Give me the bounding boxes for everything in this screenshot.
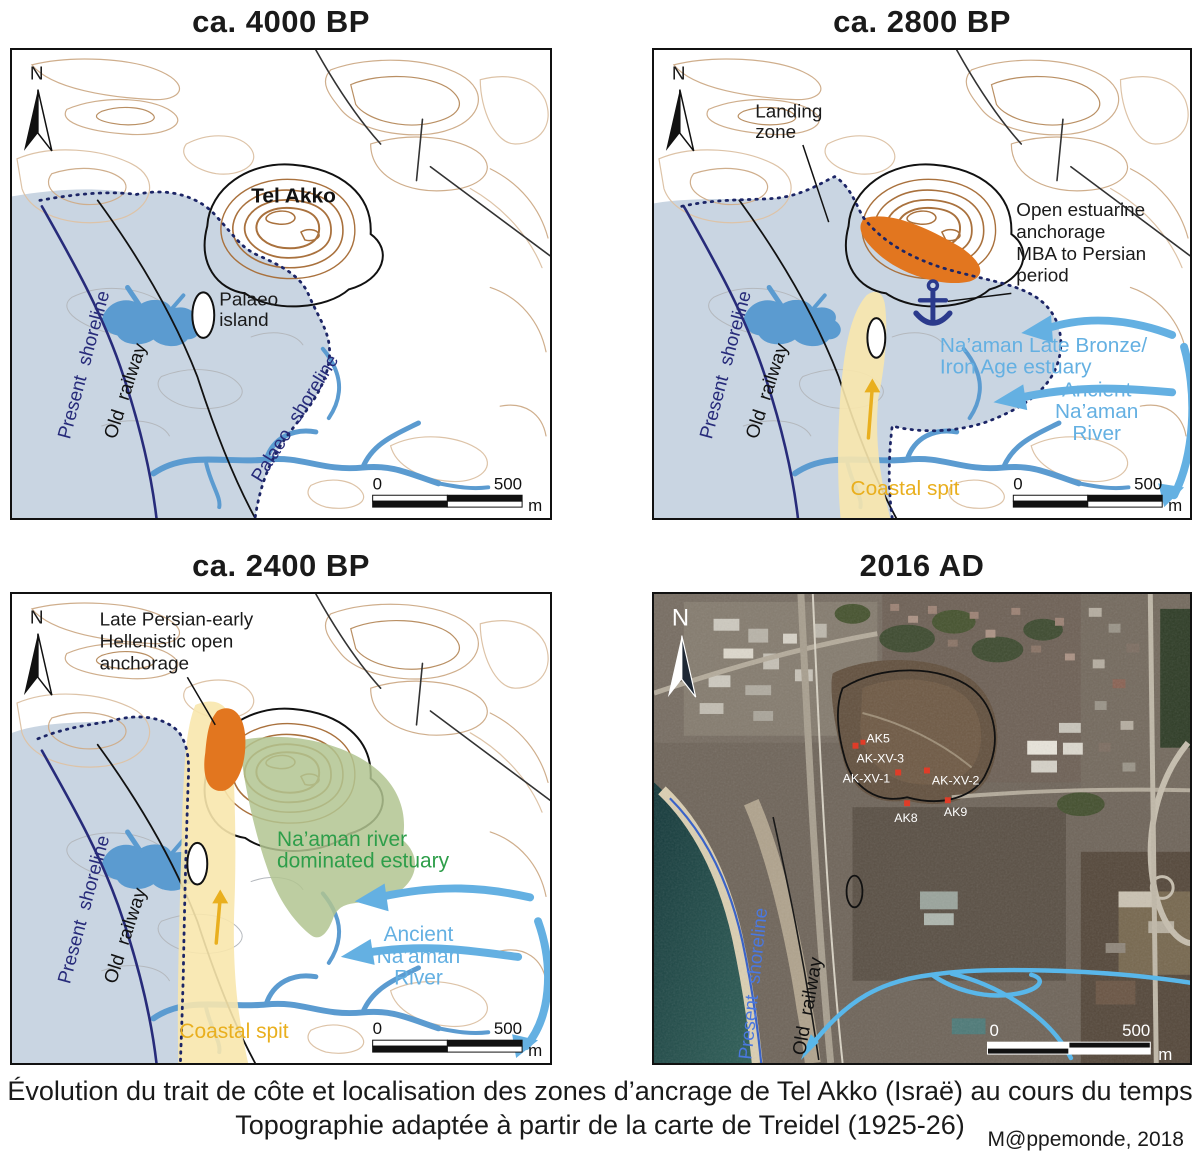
scale-zero: 0	[989, 1021, 998, 1040]
estuary-label-1: Na’aman Late Bronze/	[940, 334, 1147, 357]
leader-line	[186, 676, 216, 726]
map-panel-2400bp: N Late Persian-early Hellenistic open an…	[10, 592, 552, 1065]
scale-unit: m	[1168, 496, 1182, 515]
present-shoreline-line	[669, 797, 763, 1063]
ancient-river-label-3: River	[394, 967, 443, 990]
ancient-river-label-2: Na’aman	[377, 945, 461, 968]
credit-label: M@ppemonde, 2018	[987, 1128, 1184, 1151]
ancient-river-label-1: Ancient	[1062, 378, 1132, 401]
site-label-ak-xv-3: AK-XV-3	[856, 752, 904, 766]
open-anchorage-label-3: MBA to Persian	[1016, 243, 1146, 264]
hellenistic-anchorage-label-2: Hellenistic open	[100, 632, 234, 653]
ancient-river-label-3: River	[1072, 422, 1121, 445]
north-arrow: N	[665, 63, 695, 152]
scale-bar: 0 500 m	[372, 1019, 542, 1060]
scale-unit: m	[528, 496, 542, 515]
site-markers	[852, 739, 951, 807]
scale-unit: m	[528, 1041, 542, 1060]
palaeo-shoreline-dotted	[38, 190, 331, 518]
panel4-title: 2016 AD	[859, 548, 985, 583]
river-arrows	[993, 315, 1190, 508]
palaeo-island-label-1: Palaeo	[219, 288, 278, 309]
scale-max: 500	[494, 1019, 522, 1038]
anchorage-orange	[204, 708, 246, 791]
north-label: N	[30, 63, 44, 84]
scale-max: 500	[1122, 1021, 1150, 1040]
hellenistic-anchorage-label-1: Late Persian-early	[100, 610, 254, 631]
anchor-icon	[913, 279, 953, 326]
map-panel-4000bp: N Tel Akko Palaeo island Present shoreli…	[10, 48, 552, 520]
open-anchorage-label-2: anchorage	[1016, 221, 1105, 242]
coastal-spit-label: Coastal spit	[851, 477, 960, 500]
landing-zone-label-1: Landing	[755, 100, 822, 121]
north-label: N	[672, 63, 686, 84]
coastal-spit-label: Coastal spit	[179, 1020, 288, 1043]
satellite-texture	[654, 594, 1190, 1063]
scale-zero: 0	[1013, 474, 1022, 493]
palaeo-lagoon	[12, 189, 330, 518]
figure-caption-line1: Évolution du trait de côte et localisati…	[7, 1076, 1193, 1106]
site-label-ak-xv-1: AK-XV-1	[843, 771, 891, 785]
north-arrow: N	[23, 608, 53, 696]
scale-unit: m	[1158, 1045, 1172, 1063]
scale-max: 500	[1134, 474, 1162, 493]
scale-bar: 0 500 m	[372, 474, 542, 515]
palaeo-island-oval	[845, 874, 864, 909]
open-anchorage-label-1: Open estuarine	[1016, 199, 1145, 220]
site-label-ak5: AK5	[866, 732, 890, 746]
tell-outline	[836, 669, 996, 802]
estuary-label-2: dominated estuary	[277, 850, 450, 873]
scale-zero: 0	[373, 474, 382, 493]
north-label: N	[672, 605, 689, 632]
palaeo-shoreline-dotted	[36, 715, 190, 1063]
north-arrow: N	[23, 63, 53, 152]
estuary-label-1: Na’aman river	[277, 828, 407, 851]
map-panel-2800bp: N Landing zone Open estuarine anchorage …	[652, 48, 1192, 520]
ancient-river-label-2: Na’aman	[1055, 400, 1138, 423]
satellite-panel-2016: AK5 AK-XV-3 AK-XV-1 AK-XV-2 AK8 AK9 N Pr…	[652, 592, 1192, 1065]
palaeo-island-oval	[191, 291, 216, 339]
site-label-ak-xv-2: AK-XV-2	[932, 773, 980, 787]
palaeo-island-label-2: island	[219, 309, 268, 330]
hellenistic-anchorage-label-3: anchorage	[100, 653, 189, 674]
site-label-ak9: AK9	[944, 805, 968, 819]
panel2-title: ca. 2800 BP	[833, 4, 1011, 39]
closed-lagoon	[12, 716, 189, 1063]
landing-zone-orange	[860, 216, 981, 284]
panel3-title: ca. 2400 BP	[192, 548, 370, 583]
panel1-title: ca. 4000 BP	[192, 4, 370, 39]
landing-zone-label-2: zone	[755, 121, 796, 142]
north-label: N	[30, 608, 44, 629]
north-arrow: N	[667, 605, 697, 698]
site-label-ak8: AK8	[894, 811, 918, 825]
open-anchorage-label-4: period	[1016, 265, 1068, 286]
coastal-spit-area	[177, 701, 249, 1063]
scale-bar: 0 500 m	[1012, 474, 1182, 515]
estuary-green	[239, 736, 416, 938]
palaeo-island-oval	[866, 317, 887, 359]
figure-caption-line2: Topographie adaptée à partir de la carte…	[235, 1110, 965, 1140]
leader-lines	[802, 144, 1012, 303]
palaeo-island-oval	[186, 841, 209, 886]
tel-akko-label: Tel Akko	[251, 184, 336, 207]
scale-zero: 0	[373, 1019, 382, 1038]
estuary-label-2: Iron Age estuary	[940, 356, 1092, 379]
old-railway-line	[772, 816, 820, 1061]
palaeo-shoreline-dotted	[680, 175, 1063, 518]
scale-max: 500	[494, 474, 522, 493]
scale-bar: 0 500 m	[987, 1021, 1172, 1063]
ancient-river-label-1: Ancient	[384, 923, 454, 946]
